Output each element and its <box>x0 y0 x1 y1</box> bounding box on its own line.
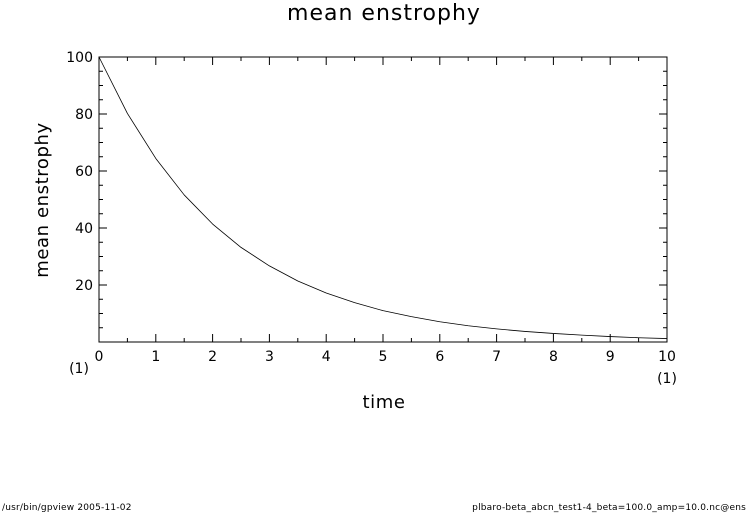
y-tick-label: 100 <box>66 50 93 66</box>
x-axis-label: time <box>362 392 405 413</box>
chart-title: mean enstrophy <box>287 1 481 26</box>
y-tick-label: 40 <box>75 221 93 237</box>
x-tick-label: 9 <box>606 349 615 365</box>
series-group <box>98 56 668 339</box>
x-tick-label: 1 <box>151 349 160 365</box>
x-tick-label: 0 <box>95 349 104 365</box>
axis-ticks <box>98 56 668 342</box>
x-tick-label: 6 <box>435 349 444 365</box>
series-line <box>98 56 668 339</box>
y-axis-label: mean enstrophy <box>32 122 53 278</box>
footer-right-text: plbaro-beta_abcn_test1-4_beta=100.0_amp=… <box>472 503 746 513</box>
x-tick-label: 2 <box>208 349 217 365</box>
x-tick-label: 3 <box>265 349 274 365</box>
tick-labels: 0 1 2 3 4 5 6 7 8 9 10 20 40 60 80 100 <box>66 50 676 365</box>
x-tick-label: 5 <box>379 349 388 365</box>
x-tick-label: 10 <box>658 349 676 365</box>
y-tick-label: 80 <box>75 107 93 123</box>
x-tick-label: 8 <box>549 349 558 365</box>
y-tick-label: 20 <box>75 278 93 294</box>
x-tick-label: 4 <box>322 349 331 365</box>
plot-frame <box>98 56 668 343</box>
x-multiplier-right: (1) <box>657 371 677 387</box>
x-multiplier-left: (1) <box>69 361 89 377</box>
y-tick-label: 60 <box>75 164 93 180</box>
x-tick-label: 7 <box>492 349 501 365</box>
footer-left-text: /usr/bin/gpview 2005-11-02 <box>2 503 132 513</box>
